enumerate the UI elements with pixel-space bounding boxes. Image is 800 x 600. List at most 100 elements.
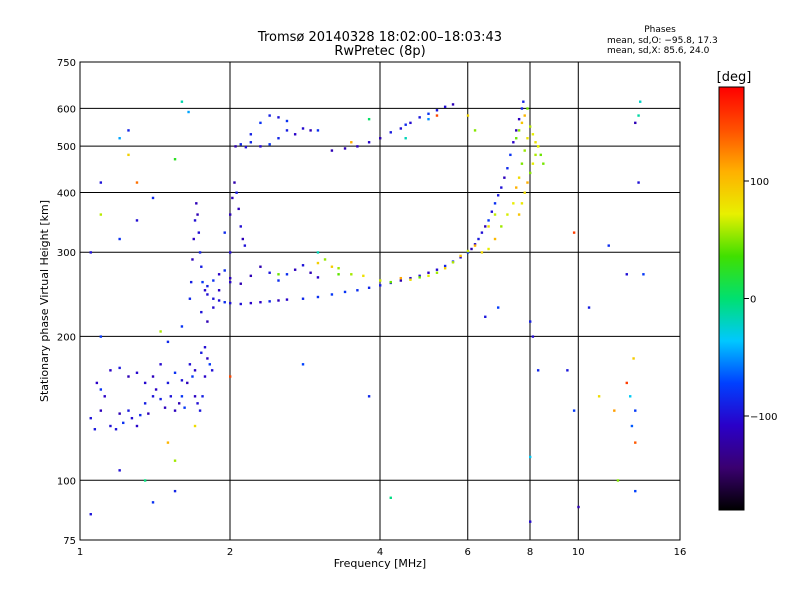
data-point bbox=[212, 306, 215, 309]
data-point bbox=[500, 186, 503, 189]
data-point bbox=[139, 413, 142, 417]
data-point bbox=[362, 274, 365, 278]
data-point bbox=[577, 505, 580, 509]
data-point bbox=[435, 268, 439, 271]
data-point bbox=[180, 379, 184, 382]
data-point bbox=[435, 109, 439, 112]
data-point bbox=[223, 269, 226, 272]
data-point bbox=[166, 340, 170, 344]
data-point bbox=[244, 146, 248, 149]
data-point bbox=[277, 116, 280, 119]
data-point bbox=[509, 153, 512, 157]
data-point bbox=[466, 251, 470, 254]
data-point bbox=[487, 247, 490, 251]
data-point bbox=[427, 117, 430, 121]
data-point bbox=[531, 335, 535, 338]
data-point bbox=[473, 243, 477, 246]
data-point bbox=[316, 129, 320, 132]
y-axis-label: Stationary phase Virtual Height [km] bbox=[38, 200, 51, 402]
data-point bbox=[309, 129, 312, 132]
data-point bbox=[109, 369, 112, 372]
data-point bbox=[212, 297, 215, 300]
data-point bbox=[188, 297, 192, 300]
data-point bbox=[118, 366, 121, 370]
data-point bbox=[356, 289, 359, 292]
data-point bbox=[173, 371, 177, 374]
data-point bbox=[597, 395, 601, 398]
data-point bbox=[239, 143, 242, 146]
data-point bbox=[233, 181, 236, 184]
data-point bbox=[259, 265, 262, 268]
data-point bbox=[517, 129, 521, 132]
data-point bbox=[196, 402, 199, 405]
data-point bbox=[515, 129, 518, 132]
data-point bbox=[520, 107, 524, 110]
info-x-stats: mean, sd,X: 85.6, 24.0 bbox=[607, 46, 710, 56]
data-point bbox=[443, 105, 447, 109]
data-point bbox=[616, 479, 620, 482]
data-point bbox=[198, 409, 202, 412]
data-point bbox=[443, 264, 447, 268]
data-point bbox=[625, 273, 628, 276]
x-tick-label: 8 bbox=[527, 547, 533, 558]
data-point bbox=[127, 375, 130, 378]
data-point bbox=[201, 395, 204, 398]
data-point bbox=[143, 381, 147, 385]
data-point bbox=[451, 103, 455, 106]
data-point bbox=[285, 119, 289, 123]
data-point bbox=[180, 100, 184, 103]
data-point bbox=[201, 280, 204, 284]
y-tick-label: 750 bbox=[57, 58, 76, 69]
data-point bbox=[183, 406, 186, 409]
data-point bbox=[249, 274, 253, 278]
data-point bbox=[122, 421, 125, 425]
data-point bbox=[493, 202, 497, 205]
data-point bbox=[206, 293, 209, 296]
data-point bbox=[634, 121, 637, 125]
data-point bbox=[459, 254, 462, 258]
data-point bbox=[520, 202, 524, 205]
data-point bbox=[193, 369, 197, 372]
data-point bbox=[512, 141, 515, 144]
data-point bbox=[99, 335, 103, 338]
data-point bbox=[399, 279, 403, 282]
data-point bbox=[536, 369, 540, 372]
data-point bbox=[277, 299, 280, 302]
data-point bbox=[634, 489, 637, 493]
data-point bbox=[301, 297, 305, 300]
data-point bbox=[89, 416, 92, 420]
data-point bbox=[118, 469, 121, 472]
data-point bbox=[473, 129, 477, 132]
data-point bbox=[506, 167, 509, 170]
data-point bbox=[229, 375, 232, 378]
data-point bbox=[316, 276, 320, 279]
data-point bbox=[103, 395, 106, 398]
data-point bbox=[193, 219, 197, 222]
data-point bbox=[517, 213, 521, 216]
data-point bbox=[379, 279, 382, 282]
chart-subtitle: RwPretec (8p) bbox=[334, 44, 425, 59]
data-point bbox=[285, 298, 289, 301]
data-point bbox=[198, 251, 202, 254]
data-point bbox=[200, 351, 203, 354]
data-point bbox=[127, 409, 130, 412]
data-point bbox=[330, 149, 334, 152]
data-point bbox=[193, 395, 197, 398]
data-point bbox=[173, 489, 177, 493]
data-point bbox=[526, 137, 529, 140]
data-point bbox=[239, 225, 242, 228]
data-point bbox=[235, 191, 238, 194]
data-point bbox=[173, 409, 177, 412]
data-point bbox=[191, 375, 194, 378]
data-point bbox=[217, 289, 221, 292]
y-tick-label: 400 bbox=[57, 188, 76, 199]
data-point bbox=[523, 191, 526, 194]
y-tick-label: 300 bbox=[57, 248, 76, 259]
data-point bbox=[118, 412, 121, 415]
data-point bbox=[212, 279, 215, 282]
data-point bbox=[607, 244, 610, 247]
data-point bbox=[632, 357, 635, 360]
data-point bbox=[203, 375, 207, 378]
data-point bbox=[634, 409, 637, 412]
